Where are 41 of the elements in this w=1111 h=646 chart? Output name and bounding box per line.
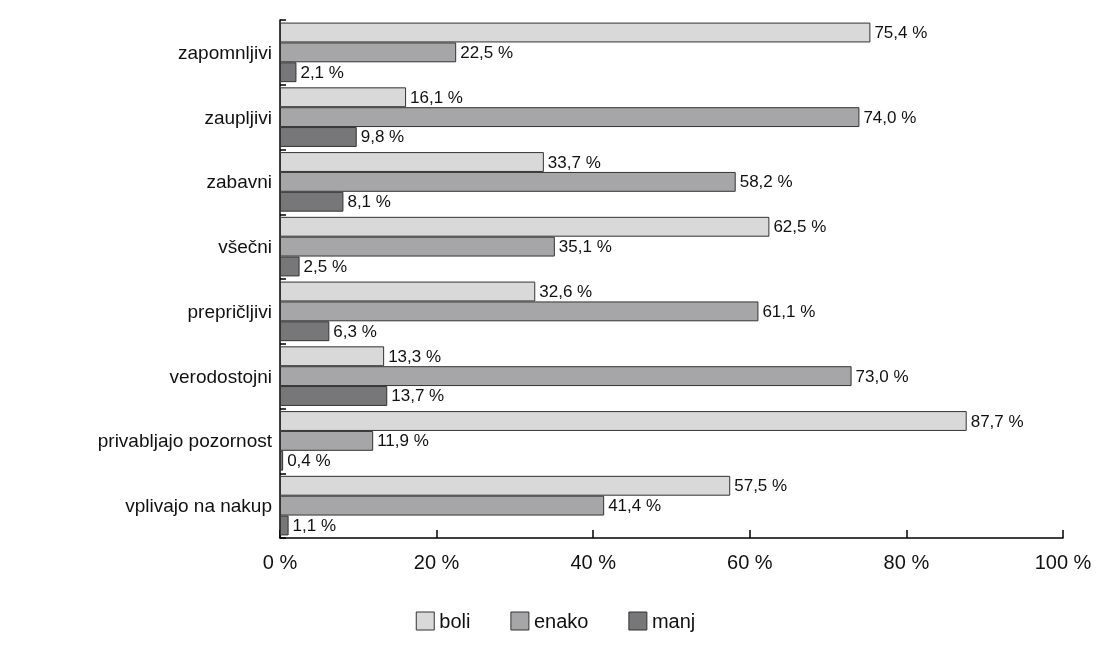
data-label: 13,3 % [388, 346, 442, 366]
data-label: 57,5 % [734, 476, 788, 496]
data-label: 2,5 % [303, 256, 348, 276]
data-label: 41,4 % [608, 496, 662, 516]
data-label: 22,5 % [460, 42, 514, 62]
data-label: 74,0 % [863, 107, 917, 127]
data-label: 87,7 % [970, 411, 1024, 431]
y-tick-label: vplivajo na nakup [125, 495, 272, 517]
data-label: 61,1 % [762, 301, 816, 321]
x-tick-label: 80 % [883, 551, 930, 573]
data-label: 62,5 % [773, 217, 827, 237]
data-label: 13,7 % [391, 386, 445, 406]
y-tick-label: verodostojni [169, 365, 272, 387]
data-label: 73,0 % [855, 366, 909, 386]
data-label: 33,7 % [547, 152, 601, 172]
data-label: 2,1 % [300, 62, 344, 82]
data-label: 8,1 % [347, 192, 391, 212]
x-tick-label: 60 % [727, 551, 773, 573]
data-label: 16,1 % [410, 87, 463, 107]
data-label: 75,4 % [874, 23, 928, 43]
data-label: 35,1 % [558, 237, 612, 257]
data-label: 9,8 % [360, 127, 405, 147]
x-tick-label: 20 % [413, 551, 460, 573]
x-tick-label: 100 % [1034, 551, 1092, 573]
data-label: 58,2 % [739, 172, 793, 192]
data-label: 6,3 % [333, 321, 377, 341]
x-tick-label: 40 % [570, 551, 617, 573]
y-tick-label: privabljajo pozornost [97, 430, 273, 452]
y-tick-label: všečni [218, 236, 272, 258]
data-label: 32,6 % [539, 282, 593, 302]
y-tick-label: zaupljivi [204, 106, 272, 128]
data-label: 11,9 % [377, 431, 429, 451]
y-tick-label: prepričljivi [187, 300, 272, 322]
x-tick-label: 0 % [262, 551, 298, 573]
legend-label: enako [533, 610, 589, 632]
legend-label: manj [651, 610, 696, 632]
data-label: 1,1 % [292, 515, 337, 535]
y-tick-label: zabavni [206, 171, 272, 193]
data-label: 0,4 % [287, 451, 331, 471]
y-tick-label: zapomnljivi [178, 41, 272, 63]
legend-label: boli [439, 610, 471, 632]
